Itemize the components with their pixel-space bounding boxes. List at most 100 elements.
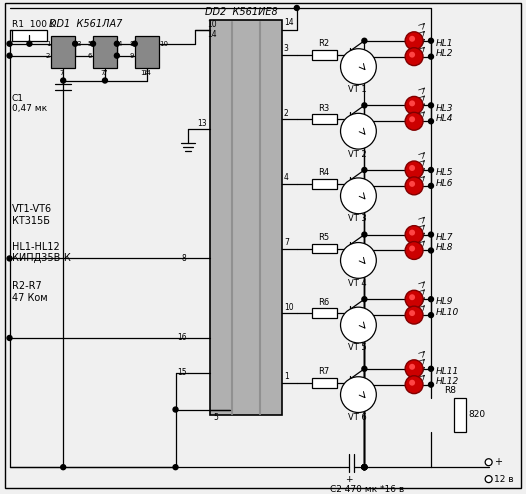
Text: 5: 5 <box>214 413 218 422</box>
Circle shape <box>485 459 492 466</box>
Circle shape <box>362 103 367 108</box>
Text: VT 3: VT 3 <box>349 214 367 223</box>
Bar <box>312 308 337 318</box>
Text: VT 6: VT 6 <box>349 413 367 422</box>
Text: R3: R3 <box>318 104 329 113</box>
Circle shape <box>362 232 367 237</box>
Circle shape <box>362 465 367 470</box>
Bar <box>93 36 117 68</box>
Text: 8: 8 <box>181 254 186 263</box>
Circle shape <box>409 310 415 316</box>
Text: C2 470 мк *16 в: C2 470 мк *16 в <box>330 485 404 494</box>
Text: 9: 9 <box>129 53 134 59</box>
Circle shape <box>429 232 433 237</box>
Bar <box>312 114 337 124</box>
Circle shape <box>405 177 423 195</box>
Text: HL11
HL12: HL11 HL12 <box>436 367 459 386</box>
Text: 10: 10 <box>207 20 217 29</box>
Circle shape <box>429 382 433 387</box>
Bar <box>51 36 75 68</box>
Text: HL3
HL4: HL3 HL4 <box>436 104 453 123</box>
Text: 2: 2 <box>284 109 289 118</box>
Text: 5: 5 <box>88 41 92 47</box>
Circle shape <box>173 407 178 412</box>
Circle shape <box>340 377 376 412</box>
Circle shape <box>405 112 423 130</box>
Text: 16: 16 <box>177 333 186 342</box>
Circle shape <box>90 41 96 46</box>
Text: 14: 14 <box>140 70 149 76</box>
Circle shape <box>429 38 433 43</box>
Circle shape <box>362 465 367 470</box>
Text: HL5
HL6: HL5 HL6 <box>436 168 453 188</box>
Text: C1: C1 <box>12 94 24 103</box>
Circle shape <box>132 41 137 46</box>
Circle shape <box>429 313 433 318</box>
Bar <box>135 36 159 68</box>
Circle shape <box>114 41 119 46</box>
Bar <box>312 179 337 189</box>
Text: VT1-VT6: VT1-VT6 <box>12 204 52 214</box>
Text: 8: 8 <box>129 41 134 47</box>
Text: HL7
HL8: HL7 HL8 <box>436 233 453 252</box>
Text: 4: 4 <box>118 41 122 47</box>
Circle shape <box>7 256 12 261</box>
Text: VT 4: VT 4 <box>349 279 367 288</box>
Text: R2: R2 <box>318 39 329 48</box>
Circle shape <box>60 78 66 83</box>
Circle shape <box>362 167 367 172</box>
Circle shape <box>7 335 12 340</box>
Text: HL9
HL10: HL9 HL10 <box>436 297 459 317</box>
Circle shape <box>362 465 367 470</box>
Bar <box>454 398 466 432</box>
Circle shape <box>362 366 367 371</box>
Text: VT 1: VT 1 <box>349 85 367 94</box>
Text: 3: 3 <box>76 41 80 47</box>
Circle shape <box>409 294 415 300</box>
Text: 820: 820 <box>469 411 486 419</box>
Bar <box>312 244 337 253</box>
Text: 12 в: 12 в <box>493 475 513 484</box>
Text: 6: 6 <box>87 53 92 59</box>
Text: 1: 1 <box>284 372 289 381</box>
Circle shape <box>362 465 367 470</box>
Circle shape <box>409 165 415 171</box>
Circle shape <box>340 307 376 343</box>
Text: R4: R4 <box>318 168 329 177</box>
Circle shape <box>409 364 415 370</box>
Circle shape <box>429 248 433 253</box>
Circle shape <box>405 376 423 394</box>
Circle shape <box>429 54 433 59</box>
Circle shape <box>409 100 415 106</box>
Circle shape <box>429 103 433 108</box>
Circle shape <box>429 167 433 172</box>
Text: +: + <box>493 457 502 467</box>
Circle shape <box>103 78 107 83</box>
Circle shape <box>27 41 32 46</box>
Circle shape <box>409 246 415 251</box>
Circle shape <box>362 465 367 470</box>
Circle shape <box>405 48 423 66</box>
Text: R8: R8 <box>444 386 456 395</box>
Text: +: + <box>346 475 353 484</box>
Text: 2: 2 <box>46 53 50 59</box>
Circle shape <box>362 297 367 302</box>
Circle shape <box>429 119 433 124</box>
Circle shape <box>7 41 12 46</box>
Circle shape <box>405 306 423 324</box>
Circle shape <box>340 243 376 278</box>
Bar <box>312 50 337 60</box>
Text: 14: 14 <box>284 18 294 27</box>
Circle shape <box>409 380 415 386</box>
Circle shape <box>405 32 423 50</box>
Text: R2-R7: R2-R7 <box>12 281 41 291</box>
Circle shape <box>362 38 367 43</box>
Text: 13: 13 <box>197 119 206 128</box>
Circle shape <box>409 181 415 187</box>
Text: 4: 4 <box>284 173 289 182</box>
Circle shape <box>362 465 367 470</box>
Text: 15: 15 <box>177 368 186 377</box>
Circle shape <box>295 5 299 10</box>
Text: HL1
HL2: HL1 HL2 <box>436 39 453 58</box>
Text: 7: 7 <box>103 70 107 76</box>
